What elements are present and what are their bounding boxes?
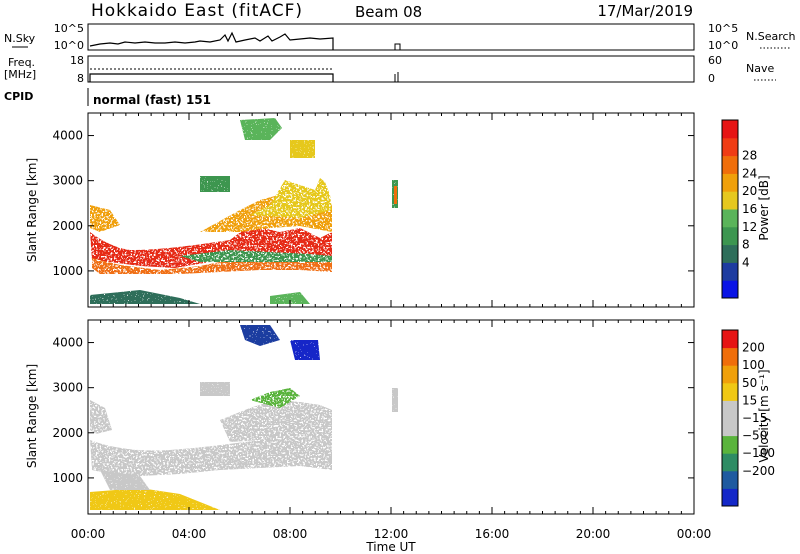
power-echo-data <box>90 178 332 274</box>
colorbar-tick-label: −15 <box>742 411 767 425</box>
nsky-right-bottom: 10^0 <box>708 39 738 52</box>
colorbar-tick-label: 12 <box>742 220 757 234</box>
colorbar-tick-label: −200 <box>742 464 775 478</box>
velocity-panel: 1000 2000 3000 4000 Slant Range [km] 200 100… <box>25 319 775 515</box>
colorbar-segment <box>722 280 738 299</box>
colorbar-segment <box>722 209 738 228</box>
colorbar-tick-label: 100 <box>742 358 765 372</box>
colorbar-segment <box>722 244 738 263</box>
colorbar-tick-label: 15 <box>742 393 757 407</box>
colorbar-tick-label: 16 <box>742 202 757 216</box>
y-tick-label: 3000 <box>52 174 83 188</box>
velocity-colorbar-label: Velocity [m s⁻¹] <box>757 369 771 462</box>
colorbar-segment <box>722 262 738 281</box>
colorbar-segment <box>722 191 738 210</box>
velocity-axes: 1000 2000 3000 4000 <box>52 320 695 514</box>
plot-title: Hokkaido East (fitACF) <box>91 1 303 21</box>
x-tick-label: 12:00 <box>374 527 409 541</box>
colorbar-segment <box>722 137 738 157</box>
velocity-echo-data <box>90 388 332 476</box>
freq-panel: Freq. [MHz] 18 8 60 0 Nave <box>4 54 776 85</box>
cpid-value: normal (fast) 151 <box>93 93 211 107</box>
nsky-tick-top: 10^5 <box>54 22 84 35</box>
y-tick-label: 2000 <box>52 426 83 440</box>
freq-tick-top: 18 <box>70 54 84 67</box>
nsky-panel: N.Sky 10^5 10^0 10^5 10^0 N.Search <box>4 22 796 52</box>
y-tick-label: 4000 <box>52 336 83 350</box>
colorbar-tick-label: 200 <box>742 341 765 355</box>
colorbar-tick-label: 20 <box>742 184 757 198</box>
colorbar-frame <box>721 119 739 299</box>
velocity-colorbar: 200 100 50 15 −15 −50 −100 −200 <box>721 329 775 507</box>
y-tick-label: 1000 <box>52 471 83 485</box>
x-tick-label: 20:00 <box>576 527 611 541</box>
nave-tick-bottom: 0 <box>708 72 715 85</box>
y-tick-label: 4000 <box>52 129 83 143</box>
colorbar-segment <box>722 382 738 401</box>
colorbar-tick-label: 24 <box>742 166 757 180</box>
freq-label: Freq. <box>8 56 35 69</box>
colorbar-segment <box>722 365 738 384</box>
x-axis-label: Time UT <box>365 540 416 554</box>
colorbar-frame <box>721 329 739 507</box>
x-tick-label: 16:00 <box>475 527 510 541</box>
date-label: 17/Mar/2019 <box>597 2 693 20</box>
freq-tick-bottom: 8 <box>77 72 84 85</box>
power-panel: 1000 2000 3000 4000 Slant Range [km] 4 8 12 16… <box>25 112 771 308</box>
colorbar-tick-label: −50 <box>742 429 767 443</box>
colorbar-segment <box>722 173 738 192</box>
colorbar-segment <box>722 488 738 507</box>
x-tick-label: 00:00 <box>677 527 712 541</box>
colorbar-segment <box>722 453 738 472</box>
x-tick-label: 04:00 <box>172 527 207 541</box>
power-colorbar-label: Power [dB] <box>757 175 771 240</box>
nsky-tick-bottom: 10^0 <box>54 39 84 52</box>
time-axis: 00:00 04:00 08:00 12:00 16:00 20:00 00:00 <box>71 527 712 541</box>
colorbar-segment <box>722 155 738 174</box>
nsky-right-top: 10^5 <box>708 22 738 35</box>
y-tick-label: 1000 <box>52 264 83 278</box>
power-axes: 1000 2000 3000 4000 <box>52 113 695 307</box>
beam-label: Beam 08 <box>355 3 422 21</box>
colorbar-segment <box>722 470 738 489</box>
nsearch-label: N.Search <box>746 30 796 43</box>
colorbar-segment <box>722 330 738 349</box>
velocity-echo-far <box>90 325 398 510</box>
colorbar-tick-label: −100 <box>742 446 775 460</box>
colorbar-tick-label: 50 <box>742 376 757 390</box>
colorbar-segment <box>722 400 738 419</box>
y-tick-label: 3000 <box>52 381 83 395</box>
cpid-label: CPID <box>4 90 33 103</box>
colorbar-segment <box>722 418 738 437</box>
power-colorbar: 4 8 12 16 20 24 28 <box>721 119 757 299</box>
nsky-label: N.Sky <box>4 32 36 45</box>
colorbar-segment <box>722 347 738 366</box>
power-echo-far <box>90 118 398 304</box>
velocity-ylabel: Slant Range [km] <box>25 364 39 468</box>
power-ylabel: Slant Range [km] <box>25 158 39 262</box>
freq-unit-label: [MHz] <box>4 68 36 81</box>
nave-tick-top: 60 <box>708 54 722 67</box>
colorbar-tick-label: 4 <box>742 255 750 269</box>
colorbar-tick-label: 28 <box>742 149 757 163</box>
colorbar-segment <box>722 226 738 246</box>
colorbar-segment <box>722 120 738 139</box>
y-tick-label: 2000 <box>52 219 83 233</box>
colorbar-tick-label: 8 <box>742 238 750 252</box>
colorbar-segment <box>722 435 738 454</box>
x-tick-label: 00:00 <box>71 527 106 541</box>
nave-label: Nave <box>746 62 774 75</box>
x-tick-label: 08:00 <box>273 527 308 541</box>
